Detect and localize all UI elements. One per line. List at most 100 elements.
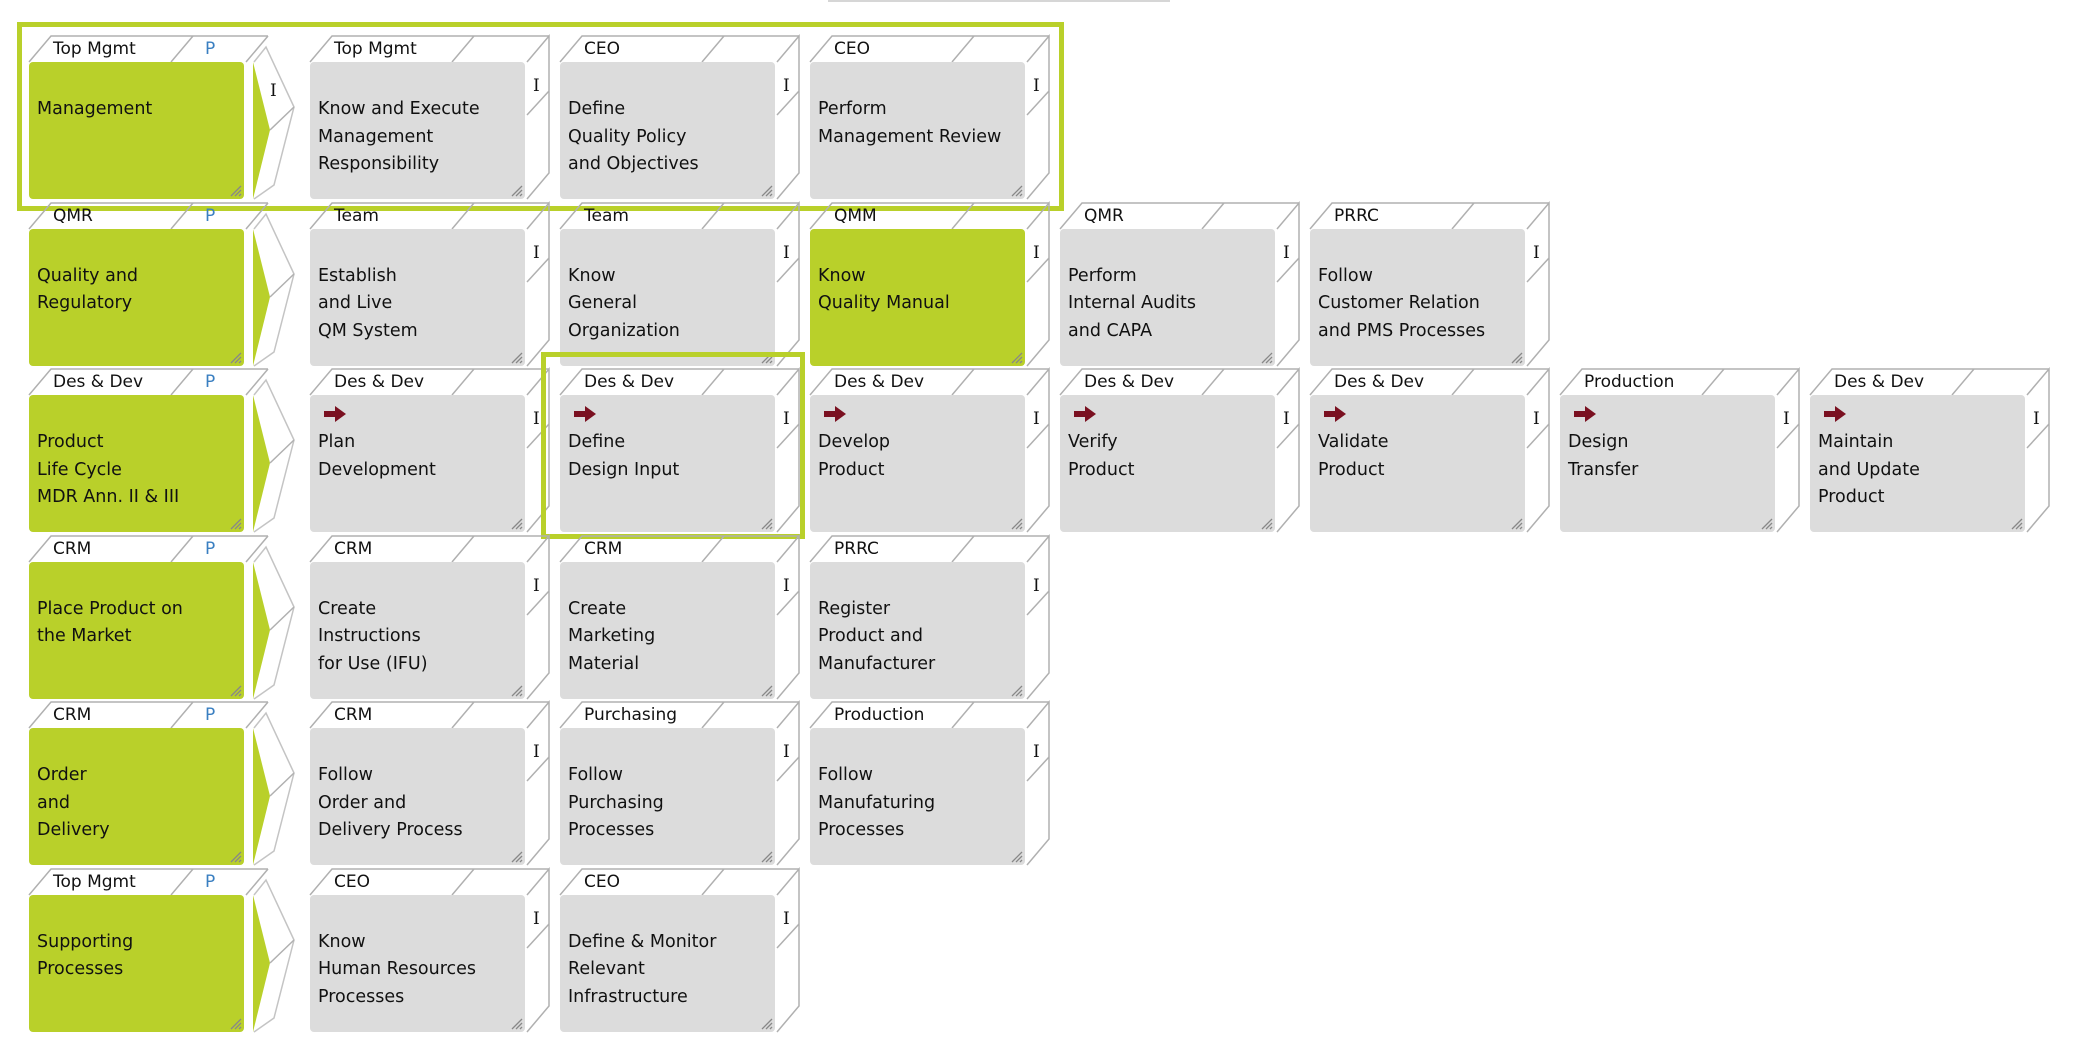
selected-card-highlight bbox=[541, 352, 805, 539]
process-card[interactable]: CEO I Perform Management Review bbox=[809, 33, 1080, 205]
process-card[interactable]: PRRC I Follow Customer Relation and PMS Proc… bbox=[1309, 200, 1580, 372]
resize-grip-icon[interactable] bbox=[509, 516, 523, 530]
resize-grip-icon[interactable] bbox=[1009, 350, 1023, 364]
card-title: Create Marketing Material bbox=[568, 596, 655, 679]
card-title-line: Processes bbox=[37, 959, 124, 979]
card-body[interactable]: Quality and Regulatory bbox=[29, 228, 244, 366]
resize-grip-icon[interactable] bbox=[1009, 183, 1023, 197]
process-group-header[interactable]: CRM P Order and Delivery bbox=[28, 701, 299, 871]
process-card[interactable]: Team I Know General Organization bbox=[559, 200, 830, 372]
card-body[interactable]: Management bbox=[29, 62, 244, 199]
resize-grip-icon[interactable] bbox=[509, 683, 523, 697]
process-card[interactable]: Top Mgmt I Know and Execute Management Respo… bbox=[309, 33, 580, 205]
process-card[interactable]: Production I Design Transfer bbox=[1559, 366, 1830, 538]
card-title-line: Define & Monitor bbox=[568, 931, 717, 952]
card-body[interactable]: Know Quality Manual bbox=[810, 228, 1025, 366]
card-body[interactable]: Establish and Live QM System bbox=[310, 228, 525, 366]
card-body[interactable]: Place Product on the Market bbox=[29, 561, 244, 699]
process-card[interactable]: CRM I Follow Order and Delivery Process bbox=[309, 699, 580, 871]
card-body[interactable]: Register Product and Manufacturer bbox=[810, 561, 1025, 699]
card-title-line: General bbox=[568, 293, 637, 313]
role-label: QMR bbox=[1084, 205, 1124, 226]
process-card[interactable]: CRM I Create Instructions for Use (IFU) bbox=[309, 533, 580, 705]
card-body[interactable]: Follow Customer Relation and PMS Processes bbox=[1310, 228, 1525, 366]
arrow-right-icon bbox=[1322, 405, 1348, 423]
process-card[interactable]: Des & Dev I Maintain and Update Product bbox=[1809, 366, 2080, 538]
resize-grip-icon[interactable] bbox=[509, 849, 523, 863]
card-body[interactable]: Plan Development bbox=[310, 395, 525, 532]
resize-grip-icon[interactable] bbox=[228, 1016, 242, 1030]
process-group-header[interactable]: Top Mgmt P I Management bbox=[28, 35, 299, 205]
card-body[interactable]: Verify Product bbox=[1060, 395, 1275, 532]
resize-grip-icon[interactable] bbox=[228, 849, 242, 863]
resize-grip-icon[interactable] bbox=[2009, 516, 2023, 530]
resize-grip-icon[interactable] bbox=[509, 1016, 523, 1030]
process-card[interactable]: Des & Dev I Define Design Input bbox=[559, 366, 830, 538]
resize-grip-icon[interactable] bbox=[228, 350, 242, 364]
resize-grip-icon[interactable] bbox=[1259, 350, 1273, 364]
process-group-header[interactable]: CRM P Place Product on the Market bbox=[28, 534, 299, 705]
process-card[interactable]: CEO I Define & Monitor Relevant Infrastructu… bbox=[559, 866, 830, 1038]
process-card[interactable]: PRRC I Register Product and Manufacturer bbox=[809, 533, 1080, 705]
resize-grip-icon[interactable] bbox=[509, 183, 523, 197]
resize-grip-icon[interactable] bbox=[1509, 516, 1523, 530]
resize-grip-icon[interactable] bbox=[228, 516, 242, 530]
card-frame bbox=[309, 200, 550, 366]
resize-grip-icon[interactable] bbox=[759, 516, 773, 530]
process-card[interactable]: CRM I Create Marketing Material bbox=[559, 533, 830, 705]
resize-grip-icon[interactable] bbox=[1759, 516, 1773, 530]
card-body[interactable]: Validate Product bbox=[1310, 395, 1525, 532]
card-body[interactable]: Follow Manufaturing Processes bbox=[810, 728, 1025, 865]
process-card[interactable]: Des & Dev I Verify Product bbox=[1059, 366, 1330, 538]
card-title-line: Know bbox=[818, 265, 866, 286]
card-body[interactable]: Know and Execute Management Responsibility bbox=[310, 62, 525, 199]
card-title: Perform Management Review bbox=[818, 96, 1001, 151]
process-card[interactable]: Des & Dev I Develop Product bbox=[809, 366, 1080, 538]
card-body[interactable]: Perform Management Review bbox=[810, 62, 1025, 199]
card-body[interactable]: Define & Monitor Relevant Infrastructure bbox=[560, 894, 775, 1032]
card-body[interactable]: Create Marketing Material bbox=[560, 561, 775, 699]
process-group-header[interactable]: QMR P Quality and Regulatory bbox=[28, 201, 299, 372]
card-body[interactable]: Maintain and Update Product bbox=[1810, 395, 2025, 532]
card-title-line: Management Review bbox=[818, 126, 1002, 147]
card-body[interactable]: Design Transfer bbox=[1560, 395, 1775, 532]
process-group-header[interactable]: Des & Dev P Product Life Cycle MDR Ann. II &… bbox=[28, 368, 299, 538]
resize-grip-icon[interactable] bbox=[1009, 516, 1023, 530]
process-card[interactable]: Des & Dev I Plan Development bbox=[309, 366, 580, 538]
resize-grip-icon[interactable] bbox=[1259, 516, 1273, 530]
resize-grip-icon[interactable] bbox=[759, 183, 773, 197]
process-card[interactable]: QMM I Know Quality Manual bbox=[809, 200, 1080, 372]
process-card[interactable]: Team I Establish and Live QM System bbox=[309, 200, 580, 372]
card-title-line: Quality and bbox=[37, 265, 139, 286]
process-group-header[interactable]: Top Mgmt P Supporting Processes bbox=[28, 867, 299, 1038]
process-card[interactable]: CEO I Define Quality Policy and Objectives bbox=[559, 33, 830, 205]
card-title: Know General Organization bbox=[568, 263, 680, 346]
card-title-line: Processes bbox=[318, 986, 405, 1007]
process-card[interactable]: Des & Dev I Validate Product bbox=[1309, 366, 1580, 538]
resize-grip-icon[interactable] bbox=[1009, 683, 1023, 697]
resize-grip-icon[interactable] bbox=[1509, 350, 1523, 364]
resize-grip-icon[interactable] bbox=[509, 350, 523, 364]
card-body[interactable]: Define Design Input bbox=[560, 395, 775, 532]
card-body[interactable]: Create Instructions for Use (IFU) bbox=[310, 561, 525, 699]
resize-grip-icon[interactable] bbox=[228, 183, 242, 197]
card-body[interactable]: Follow Order and Delivery Process bbox=[310, 728, 525, 865]
card-body[interactable]: Product Life Cycle MDR Ann. II & III bbox=[29, 395, 244, 532]
resize-grip-icon[interactable] bbox=[1009, 849, 1023, 863]
card-body[interactable]: Know General Organization bbox=[560, 228, 775, 366]
card-body[interactable]: Order and Delivery bbox=[29, 728, 244, 865]
resize-grip-icon[interactable] bbox=[759, 1016, 773, 1030]
card-body[interactable]: Define Quality Policy and Objectives bbox=[560, 62, 775, 199]
card-body[interactable]: Follow Purchasing Processes bbox=[560, 728, 775, 865]
process-card[interactable]: QMR I Perform Internal Audits and CAPA bbox=[1059, 200, 1330, 372]
card-body[interactable]: Know Human Resources Processes bbox=[310, 894, 525, 1032]
card-body[interactable]: Perform Internal Audits and CAPA bbox=[1060, 228, 1275, 366]
resize-grip-icon[interactable] bbox=[759, 849, 773, 863]
resize-grip-icon[interactable] bbox=[759, 683, 773, 697]
process-card[interactable]: Production I Follow Manufaturing Processes bbox=[809, 699, 1080, 871]
card-body[interactable]: Develop Product bbox=[810, 395, 1025, 532]
resize-grip-icon[interactable] bbox=[228, 683, 242, 697]
process-card[interactable]: Purchasing I Follow Purchasing Processes bbox=[559, 699, 830, 871]
process-card[interactable]: CEO I Know Human Resources Processes bbox=[309, 866, 580, 1038]
card-body[interactable]: Supporting Processes bbox=[29, 894, 244, 1032]
